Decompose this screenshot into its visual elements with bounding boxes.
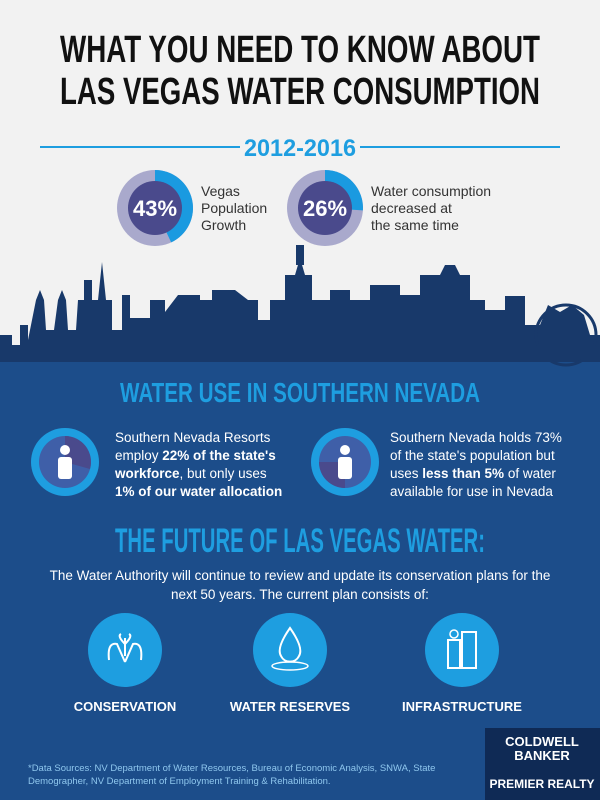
stat-text: Water consumption [371, 183, 491, 199]
intro-text: next 50 years. The current plan consists… [171, 587, 429, 602]
item-text: of the state's population but [390, 448, 555, 463]
stat-value: 26% [303, 196, 347, 221]
text-run: uses [390, 466, 422, 481]
text-run: , but only uses [180, 466, 267, 481]
source-note: *Data Sources: NV Department of Water Re… [28, 763, 435, 774]
item-text: Southern Nevada Resorts [115, 430, 271, 445]
ripple-glyph [271, 661, 309, 671]
item-text: uses less than 5% of water [390, 466, 556, 481]
person-head [60, 445, 70, 455]
logo-box [485, 728, 600, 800]
title-line: LAS VEGAS WATER CONSUMPTION [60, 71, 540, 113]
text-run: available for use in Nevada [390, 484, 553, 499]
pillar-icon [253, 613, 327, 687]
hands-glyph [107, 633, 143, 663]
stat-text: decreased at [371, 200, 452, 216]
person-body [338, 457, 352, 479]
text-run: employ [115, 448, 162, 463]
pillar-label: WATER RESERVES [230, 699, 350, 714]
tree-glyph [449, 629, 459, 639]
intro-text: The Water Authority will continue to rev… [50, 568, 551, 583]
building-glyph [461, 631, 477, 669]
ferris-wheel [534, 303, 598, 367]
text-run: of water [504, 466, 556, 481]
item-text: workforce, but only uses [114, 466, 267, 481]
text-run: Southern Nevada holds 73% [390, 430, 562, 445]
section-title: THE FUTURE OF LAS VEGAS WATER: [115, 522, 485, 560]
pillar-label: INFRASTRUCTURE [402, 699, 522, 714]
item-text: available for use in Nevada [390, 484, 553, 499]
period-backing [245, 132, 355, 162]
person-body [58, 457, 72, 479]
section-title: WATER USE IN SOUTHERN NEVADA [120, 377, 480, 408]
logo-text: PREMIER REALTY [489, 777, 594, 791]
person-head [340, 445, 350, 455]
text-run: 22% of the state's [162, 448, 276, 463]
pillar-label: CONSERVATION [74, 699, 177, 714]
text-run: 1% of our water allocation [115, 484, 282, 499]
logo-text: BANKER [514, 748, 570, 763]
stat-text: Growth [201, 217, 246, 233]
period: 2012-2016 [244, 135, 356, 162]
stat-text: Population [201, 200, 267, 216]
source-note: Demographer, NV Department of Employment… [28, 776, 331, 787]
item-text: 1% of our water allocation [115, 484, 282, 499]
title-line: WHAT YOU NEED TO KNOW ABOUT [60, 29, 540, 71]
text-run: of the state's population but [390, 448, 555, 463]
donut-center [298, 181, 352, 235]
skyline [0, 258, 600, 362]
stat-value: 43% [133, 196, 177, 221]
lower-panel [0, 362, 600, 800]
building-glyph [447, 639, 461, 669]
donut-center [128, 181, 182, 235]
text-run: Southern Nevada Resorts [115, 430, 271, 445]
text-run: workforce [114, 466, 180, 481]
item-text: employ 22% of the state's [115, 448, 276, 463]
stat-text: the same time [371, 217, 459, 233]
item-text: Southern Nevada holds 73% [390, 430, 562, 445]
tower-spire [296, 245, 304, 265]
logo-text: COLDWELL [505, 734, 579, 749]
text-run: less than 5% [422, 466, 504, 481]
stat-text: Vegas [201, 183, 240, 199]
